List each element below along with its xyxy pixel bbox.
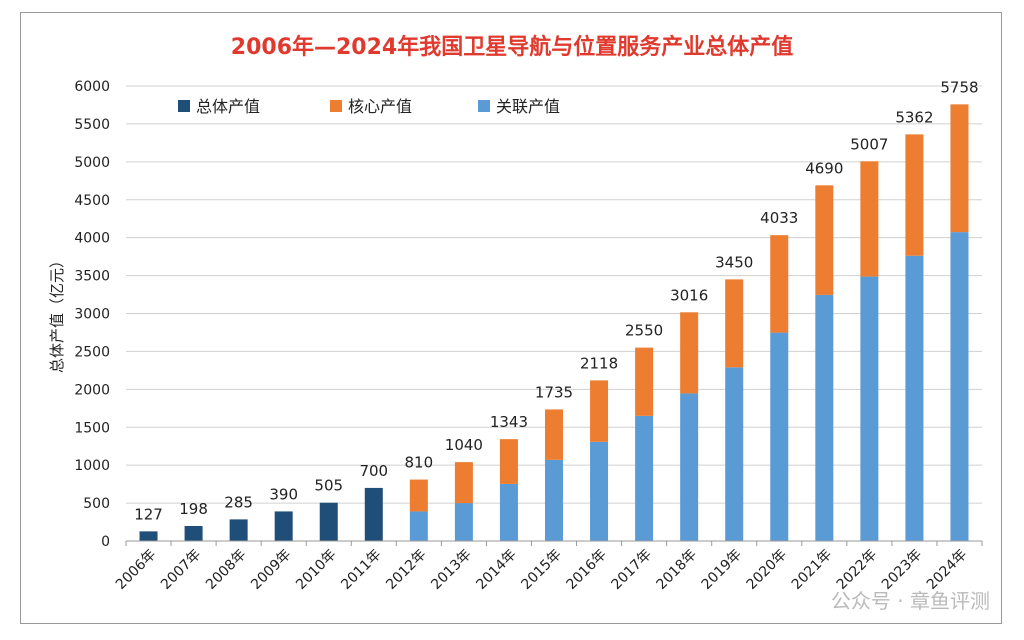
total-label: 5758 — [940, 78, 978, 96]
x-tick-label: 2018年 — [654, 547, 700, 593]
legend-swatch — [178, 100, 190, 112]
y-tick-label: 3000 — [74, 307, 110, 323]
bar-核心产值-2013年 — [454, 462, 473, 504]
bar-关联产值-2014年 — [499, 483, 518, 541]
bar-关联产值-2020年 — [770, 332, 789, 541]
total-label: 1343 — [490, 413, 528, 431]
x-tick-label: 2006年 — [113, 547, 159, 593]
legend-swatch — [478, 100, 490, 112]
bar-总体产值-2010年 — [319, 502, 338, 541]
bar-关联产值-2012年 — [409, 511, 428, 541]
total-label: 1040 — [445, 436, 483, 454]
legend-label: 总体产值 — [196, 97, 260, 116]
bar-核心产值-2018年 — [680, 312, 699, 394]
bar-核心产值-2023年 — [905, 134, 924, 256]
y-tick-label: 0 — [101, 534, 110, 550]
x-tick-label: 2011年 — [338, 547, 384, 593]
total-label: 390 — [269, 485, 298, 503]
total-label: 5362 — [895, 108, 933, 126]
legend-label: 核心产值 — [348, 97, 412, 116]
x-tick-label: 2024年 — [924, 547, 970, 593]
bar-总体产值-2011年 — [364, 487, 383, 541]
x-tick-label: 2008年 — [203, 547, 249, 593]
total-label: 700 — [359, 462, 388, 480]
y-tick-label: 6000 — [74, 79, 110, 95]
x-tick-label: 2012年 — [383, 547, 429, 593]
bar-关联产值-2023年 — [905, 255, 924, 541]
bar-核心产值-2017年 — [635, 347, 654, 416]
bar-总体产值-2006年 — [139, 531, 158, 541]
total-label: 4033 — [760, 209, 798, 227]
total-label: 127 — [134, 505, 163, 523]
total-label: 2550 — [625, 322, 663, 340]
x-tick-label: 2017年 — [609, 547, 655, 593]
bar-关联产值-2015年 — [545, 459, 563, 541]
y-tick-label: 3500 — [74, 269, 110, 285]
bar-关联产值-2024年 — [950, 232, 969, 541]
y-tick-label: 5500 — [74, 117, 110, 133]
total-label: 285 — [224, 493, 253, 511]
bar-核心产值-2021年 — [815, 185, 834, 295]
y-tick-label: 1500 — [74, 420, 110, 436]
bar-关联产值-2018年 — [680, 393, 699, 541]
bar-关联产值-2013年 — [454, 503, 473, 541]
total-label: 810 — [405, 454, 434, 472]
y-tick-label: 5000 — [74, 155, 110, 171]
bar-关联产值-2016年 — [590, 441, 609, 541]
bar-核心产值-2015年 — [545, 409, 563, 460]
x-tick-label: 2014年 — [473, 547, 519, 593]
bar-关联产值-2019年 — [725, 367, 744, 541]
y-tick-label: 1000 — [74, 458, 110, 474]
x-tick-label: 2007年 — [158, 547, 204, 593]
bar-核心产值-2019年 — [725, 279, 744, 368]
y-tick-label: 4500 — [74, 193, 110, 209]
x-tick-label: 2022年 — [834, 547, 880, 593]
total-label: 2118 — [580, 354, 618, 372]
y-tick-label: 4000 — [74, 231, 110, 247]
x-tick-label: 2019年 — [699, 547, 745, 593]
bar-关联产值-2022年 — [860, 276, 879, 541]
watermark: 公众号 · 章鱼评测 — [831, 589, 990, 613]
bar-总体产值-2007年 — [184, 525, 203, 541]
y-tick-label: 2500 — [74, 344, 110, 360]
bar-核心产值-2024年 — [950, 104, 969, 233]
bar-核心产值-2022年 — [860, 161, 879, 277]
y-axis-label: 总体产值（亿元） — [48, 253, 66, 373]
bar-总体产值-2008年 — [229, 519, 248, 541]
total-label: 3016 — [670, 286, 708, 304]
y-tick-label: 2000 — [74, 382, 110, 398]
y-tick-label: 500 — [83, 496, 110, 512]
chart-title: 2006年—2024年我国卫星导航与位置服务产业总体产值 — [231, 34, 793, 60]
total-label: 505 — [314, 477, 343, 495]
bar-关联产值-2021年 — [815, 294, 834, 541]
total-label: 3450 — [715, 253, 753, 271]
legend-swatch — [330, 100, 342, 112]
x-tick-label: 2015年 — [518, 547, 564, 593]
x-tick-label: 2009年 — [248, 547, 294, 593]
x-tick-label: 2020年 — [744, 547, 790, 593]
x-tick-label: 2023年 — [879, 547, 925, 593]
total-label: 1735 — [535, 383, 573, 401]
bar-总体产值-2009年 — [274, 511, 293, 541]
bar-关联产值-2017年 — [635, 415, 654, 541]
bar-核心产值-2014年 — [499, 439, 518, 484]
chart-frame — [20, 12, 1002, 624]
x-tick-label: 2010年 — [293, 547, 339, 593]
total-label: 4690 — [805, 159, 843, 177]
x-tick-label: 2021年 — [789, 547, 835, 593]
bar-核心产值-2016年 — [590, 380, 609, 442]
total-label: 5007 — [850, 135, 888, 153]
x-tick-label: 2016年 — [563, 547, 609, 593]
bar-核心产值-2020年 — [770, 235, 789, 333]
bar-核心产值-2012年 — [409, 479, 428, 512]
legend-label: 关联产值 — [496, 97, 560, 116]
x-tick-label: 2013年 — [428, 547, 474, 593]
total-label: 198 — [179, 500, 208, 518]
